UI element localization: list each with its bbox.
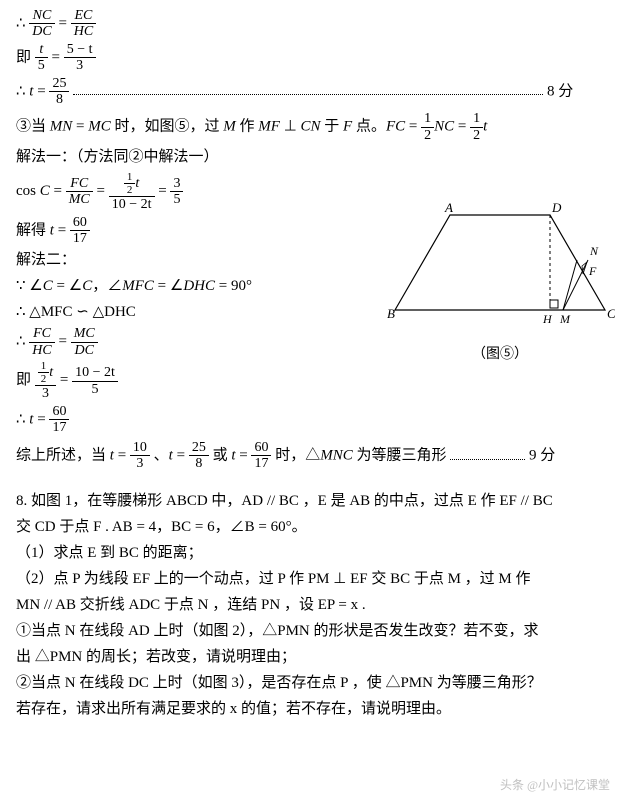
eq-line: cos C = FCMC = 12t10 − 2t = 35 (16, 171, 386, 213)
eq-line: 即 t5 = 5 − t3 (16, 42, 624, 74)
eq-line: ∴ NCDC = ECHC (16, 8, 624, 40)
svg-text:D: D (551, 200, 562, 215)
figure-5: A D B C H M N F （图⑤） (385, 200, 615, 366)
svg-text:A: A (444, 200, 453, 215)
q8-line: 出 △PMN 的周长；若改变，请说明理由； (16, 645, 624, 669)
svg-text:H: H (542, 312, 553, 326)
eq-line: ∴ t = 258 8 分 (16, 76, 624, 108)
method-label: 解法二： (16, 248, 386, 272)
case-line: ③当 MN = MC 时，如图⑤，过 M 作 MF ⊥ CN 于 F 点。FC … (16, 111, 624, 143)
q8-line: MN // AB 交折线 ADC 于点 N ，连结 PN ，设 EP = x . (16, 593, 624, 617)
q8-line: （1）求点 E 到 BC 的距离； (16, 541, 624, 565)
trapezoid-diagram: A D B C H M N F (385, 200, 615, 330)
svg-text:B: B (387, 306, 395, 321)
eq-line: 即 12t3 = 10 − 2t5 (16, 360, 624, 402)
eq-line: ∵ ∠C = ∠C，∠MFC = ∠DHC = 90° (16, 274, 386, 298)
question-8: 8. 如图 1，在等腰梯形 ABCD 中，AD // BC ，E 是 AB 的中… (16, 489, 624, 721)
eq-line: ∴ t = 6017 (16, 404, 624, 436)
watermark: 头条 @小小记忆课堂 (500, 776, 610, 795)
score-label: 9 分 (525, 447, 555, 463)
q8-line: ①当点 N 在线段 AD 上时（如图 2），△PMN 的形状是否发生改变？若不变… (16, 619, 624, 643)
svg-text:F: F (588, 264, 597, 278)
dotted-leader (73, 87, 543, 95)
dotted-leader (450, 452, 525, 460)
summary-line: 综上所述，当 t = 103 、t = 258 或 t = 6017 时，△MN… (16, 440, 624, 472)
method-label: 解法一：（方法同②中解法一） (16, 145, 624, 169)
eq-line: ∴ △MFC ∽ △DHC (16, 300, 386, 324)
eq-line: 解得 t = 6017 (16, 215, 386, 247)
svg-text:C: C (607, 306, 615, 321)
svg-text:M: M (559, 312, 571, 326)
q8-line: 8. 如图 1，在等腰梯形 ABCD 中，AD // BC ，E 是 AB 的中… (16, 489, 624, 513)
svg-text:N: N (589, 244, 599, 258)
q8-line: 若存在，请求出所有满足要求的 x 的值；若不存在，请说明理由。 (16, 697, 624, 721)
q8-line: （2）点 P 为线段 EF 上的一个动点，过 P 作 PM ⊥ EF 交 BC … (16, 567, 624, 591)
figure-caption: （图⑤） (385, 344, 615, 366)
q8-line: ②当点 N 在线段 DC 上时（如图 3），是否存在点 P ，使 △PMN 为等… (16, 671, 624, 695)
score-label: 8 分 (543, 83, 573, 99)
q8-line: 交 CD 于点 F . AB = 4，BC = 6，∠B = 60°。 (16, 515, 624, 539)
